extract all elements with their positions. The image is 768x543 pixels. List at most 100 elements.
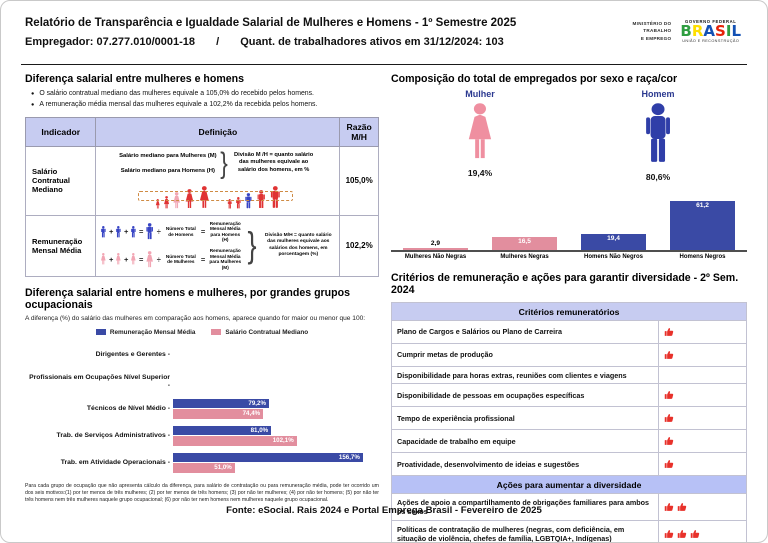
- legend-item-blue: Remuneração Mensal Média: [95, 329, 195, 336]
- col-header-definicao: Definição: [95, 116, 341, 147]
- salary-diff-title: Diferença salarial entre mulheres e home…: [25, 73, 245, 85]
- hbar: 74,4%: [173, 409, 264, 419]
- criteria-row: Disponibilidade de pessoas em ocupações …: [391, 383, 747, 408]
- col-header-razao: Razão M/H: [339, 116, 379, 147]
- gov-logo-bottom-text: UNIÃO E RECONSTRUÇÃO: [682, 39, 740, 43]
- person-female-icon: [163, 195, 169, 208]
- person-female-icon: [146, 250, 154, 267]
- hbar-value-label: 74,4%: [242, 410, 261, 418]
- indicator-table: Indicador Definição Razão M/H Salário Co…: [24, 116, 379, 277]
- person-male-icon: [146, 223, 154, 240]
- person-male-icon: [101, 225, 107, 238]
- criteria-label: Ações de apoio a compartilhamento de obr…: [391, 493, 659, 522]
- ministry-logo: MINISTÉRIO DO TRABALHO E EMPREGO: [632, 20, 672, 41]
- gov-logo-top-text: GOVERNO FEDERAL: [685, 19, 737, 24]
- criteria-icons: [658, 343, 747, 367]
- category-label: Mulheres Não Negras: [404, 254, 467, 260]
- person-female-icon: [131, 253, 137, 265]
- thumbs-up-icon: [664, 350, 674, 359]
- criteria-row: Ações de apoio a compartilhamento de obr…: [391, 493, 747, 522]
- indicator-table-header-row: Indicador Definição Razão M/H: [24, 116, 379, 147]
- women-result-label: Remuneração Mensal Média para Mulheres (…: [209, 248, 242, 270]
- logos: MINISTÉRIO DO TRABALHO E EMPREGO GOVERNO F…: [633, 19, 741, 43]
- occupation-bars: 81,0% 102,1%: [173, 425, 379, 447]
- legend-label-pink: Salário Contratual Mediano: [225, 328, 309, 336]
- criteria-icons: [658, 406, 747, 431]
- criteria-icons: [658, 383, 747, 408]
- criteria-row: Plano de Cargos e Salários ou Plano de C…: [391, 320, 747, 344]
- composition-title: Composição do total de empregados por se…: [391, 73, 678, 85]
- person-male-icon: [270, 185, 280, 208]
- occupation-category-label: Trab. de Serviços Administrativos -: [56, 432, 170, 440]
- occupation-footnote: Para cada grupo de ocupação que não apre…: [25, 482, 379, 504]
- criteria-icons: [658, 320, 747, 344]
- indicator-median-salary: Salário Contratual Mediano: [24, 145, 97, 216]
- legend-item-pink: Salário Contratual Mediano: [211, 329, 308, 336]
- brace-glyph: [220, 150, 228, 177]
- active-workers-count: Quant. de trabalhadores ativos em 31/12/…: [240, 36, 504, 48]
- criteria-label: Disponibilidade de pessoas em ocupações …: [391, 383, 659, 408]
- salary-diff-bullets: O salário contratual mediano das mulhere…: [31, 90, 379, 110]
- thumbs-up-icon: [664, 414, 674, 422]
- legend-swatch-pink: [211, 329, 222, 335]
- criteria-label: Proatividade, desenvolvimento de ideias …: [391, 452, 659, 477]
- bar-value-label: 19,4: [607, 235, 620, 243]
- definition-avg-remuneration: + + = ÷ Número Total de Homens = Remuneração M…: [95, 214, 341, 277]
- thumbs-up-icon: [664, 503, 674, 511]
- source-footer: Fonte: eSocial. Rais 2024 e Portal Empre…: [226, 505, 542, 516]
- thumbs-up-icon: [664, 529, 674, 538]
- criteria-row: Capacidade de trabalho em equipe: [391, 429, 747, 454]
- criteria-label: Tempo de experiência profissional: [391, 406, 659, 431]
- occupation-bars: 156,7% 51,0%: [173, 452, 379, 474]
- report-header: Relatório de Transparência e Igualdade S…: [25, 17, 743, 48]
- hbar: 156,7%: [173, 452, 363, 463]
- equation-line: + + = ÷ Número Total de Mulheres = Remuneração…: [100, 248, 243, 271]
- person-male-icon: [257, 189, 265, 208]
- left-column: Diferença salarial entre mulheres e home…: [24, 73, 379, 505]
- occupation-title: Diferença salarial entre homens e mulher…: [25, 286, 350, 311]
- criteria-icons: [658, 365, 747, 385]
- brasil-wordmark: BRASIL: [680, 22, 741, 40]
- occupation-category-label: Profissionais em Ocupações Nível Superio…: [29, 374, 170, 390]
- hbar-value-label: 102,1%: [272, 437, 294, 445]
- table-row: Remuneração Mensal Média + + = ÷ Número Tota…: [24, 214, 379, 277]
- occupation-category-label: Dirigentes e Gerentes -: [95, 351, 170, 359]
- person-female-icon: [468, 103, 492, 159]
- female-label: Mulher: [465, 89, 495, 99]
- woman-icon: [420, 103, 540, 166]
- report-title: Relatório de Transparência e Igualdade S…: [25, 17, 517, 29]
- men-total-label: Número Total de Homens: [165, 226, 196, 237]
- occupation-row: Técnicos de Nível Médio - 79,2% 74,4%: [25, 398, 379, 420]
- criteria-row: Políticas de contratação de mulheres (ne…: [391, 520, 747, 542]
- criteria-table: Critérios remuneratórios Plano de Cargos …: [391, 302, 747, 542]
- category-label: Homens Negros: [679, 254, 726, 260]
- indicator-avg-remuneration: Remuneração Mensal Média: [24, 214, 97, 277]
- hbar: 79,2%: [173, 398, 269, 409]
- thumbs-up-icon: [664, 327, 674, 336]
- bar-Homens Não Negros: 19,4: [569, 192, 658, 250]
- hbar: 51,0%: [173, 463, 235, 473]
- male-percentage: 80,6%: [645, 172, 671, 182]
- hbar-value-label: 156,7%: [338, 453, 360, 461]
- criteria-label: Disponibilidade para horas extras, reuni…: [391, 365, 659, 385]
- criteria-row: Proatividade, desenvolvimento de ideias …: [391, 452, 747, 477]
- occupation-section: Diferença salarial entre homens e mulher…: [25, 287, 379, 505]
- table-row: Salário Contratual Mediano Salário media…: [24, 145, 379, 216]
- hbar-value-label: 79,2%: [248, 399, 266, 407]
- equation-line: + + = ÷ Número Total de Homens = Remuneração M…: [100, 221, 243, 244]
- person-male-icon: [245, 192, 252, 208]
- people-lineup: [100, 184, 335, 212]
- thumbs-up-icon: [664, 460, 674, 468]
- report-subtitle: Empregador: 07.277.010/0001-18 / Quant. …: [25, 36, 743, 48]
- criteria-icons: [658, 520, 747, 542]
- thumbs-up-icon: [690, 529, 700, 538]
- criteria-label: Plano de Cargos e Salários ou Plano de C…: [391, 320, 659, 344]
- col-header-indicador: Indicador: [24, 116, 97, 147]
- bar-Homens Negros: 61,2: [658, 192, 747, 250]
- subtitle-separator: /: [216, 36, 220, 48]
- occupation-subtitle: A diferença (%) do salário das mulheres …: [25, 314, 366, 322]
- composition-categories: Mulheres Não Negras Mulheres Negras Homens…: [391, 254, 747, 260]
- bar-value-label: 2,9: [430, 239, 441, 247]
- male-label: Homem: [641, 89, 675, 99]
- gov-brasil-logo: GOVERNO FEDERAL BRASIL UNIÃO E RECONSTRU…: [680, 19, 741, 43]
